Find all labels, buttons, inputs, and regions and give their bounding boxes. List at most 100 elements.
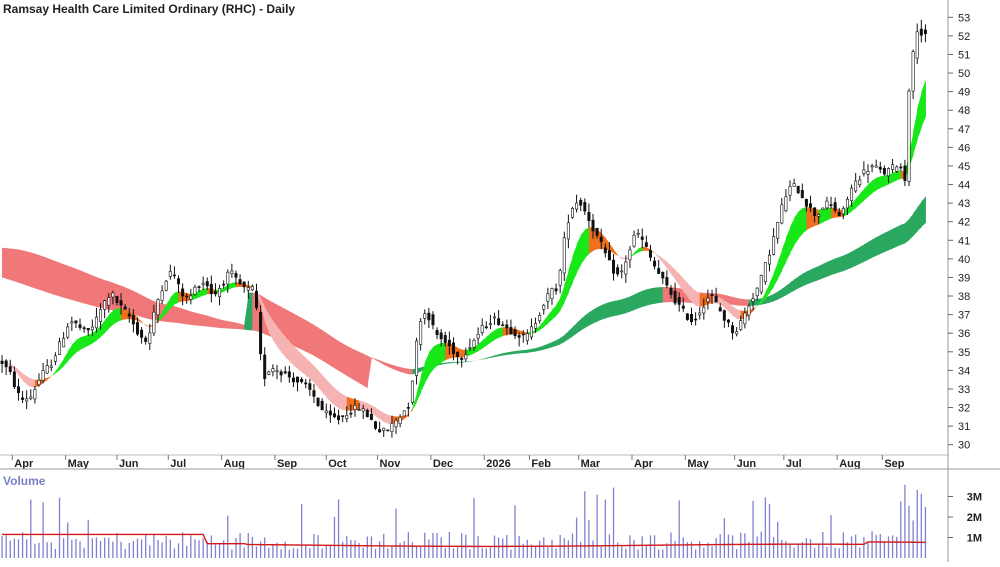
long-band-segment [510, 351, 516, 355]
candle-body [296, 376, 300, 383]
short-band-segment [84, 334, 89, 348]
candle-body [172, 274, 176, 277]
short-band-segment [334, 388, 340, 409]
long-band-segment [313, 324, 319, 359]
short-band-segment [683, 278, 688, 298]
candle-body [213, 291, 217, 295]
long-band-segment [334, 338, 340, 371]
candle-body [718, 307, 722, 312]
candle-body [669, 288, 673, 295]
candle-body [874, 165, 878, 168]
candle-body [259, 311, 263, 355]
long-band-segment [59, 262, 65, 298]
candle-body [661, 272, 665, 279]
candle [763, 262, 767, 285]
candle-body [698, 312, 702, 316]
candle [636, 228, 640, 239]
long-band-segment [494, 354, 500, 357]
candle [62, 332, 66, 348]
price-tick-label: 34 [958, 365, 970, 377]
x-tick-label: Sep [277, 458, 297, 470]
price-tick-label: 36 [958, 328, 970, 340]
candle-body [193, 286, 197, 295]
short-band-segment [47, 375, 52, 380]
short-band-segment [634, 248, 639, 255]
candle-body [665, 277, 669, 286]
short-band-segment [568, 256, 573, 293]
volume-tick-label: 3M [967, 492, 982, 504]
candle [349, 404, 353, 418]
candle-body [58, 341, 62, 355]
candle-body [509, 327, 513, 335]
candle [743, 307, 747, 329]
candle [821, 207, 825, 211]
long-band-segment [740, 298, 746, 306]
candle [886, 167, 890, 183]
long-band-segment [876, 234, 881, 256]
short-band-segment [695, 291, 701, 307]
candle-body [119, 300, 123, 306]
long-band-segment [880, 232, 885, 254]
candle [702, 298, 706, 320]
candle-body [341, 415, 345, 417]
candle [12, 366, 16, 389]
candle [460, 356, 464, 368]
long-band-segment [543, 343, 549, 350]
short-band-segment [872, 177, 877, 194]
short-band-segment [424, 352, 430, 384]
candle-body [878, 166, 882, 170]
candle [653, 256, 657, 270]
candle-body [316, 397, 320, 406]
candle [332, 407, 336, 419]
long-band-segment [379, 360, 385, 365]
candle [591, 213, 595, 239]
candle-body [562, 237, 566, 274]
long-band-segment [121, 285, 126, 314]
candle [53, 352, 57, 366]
long-band-segment [584, 312, 590, 328]
long-band-segment [133, 290, 138, 317]
long-band-segment [367, 355, 372, 389]
long-band-segment [285, 309, 290, 345]
candle [833, 197, 837, 213]
candle [230, 263, 234, 278]
candle [275, 364, 279, 380]
candle [86, 328, 90, 337]
long-band-segment [728, 295, 734, 305]
short-band-segment [445, 342, 450, 361]
candle-body [800, 190, 804, 199]
long-band-segment [822, 261, 828, 279]
long-band-segment [629, 294, 635, 312]
candle-body [439, 332, 443, 340]
candle-body [349, 412, 353, 415]
candle [620, 264, 624, 279]
candle [254, 283, 258, 311]
short-band-segment [781, 237, 787, 271]
candle-body [53, 355, 57, 362]
long-band-segment [638, 290, 643, 309]
candle-body [886, 168, 890, 177]
candle-body [41, 370, 45, 381]
short-band-segment [408, 407, 413, 416]
candle-body [575, 202, 579, 210]
candle [542, 303, 546, 315]
long-band-segment [913, 207, 918, 236]
short-band-segment [428, 346, 434, 376]
long-band-segment [523, 349, 528, 354]
candle [152, 304, 156, 337]
long-band-segment [560, 334, 565, 345]
short-band-segment [375, 407, 381, 420]
long-band-segment [338, 341, 344, 374]
candle-body [583, 202, 587, 212]
candle [283, 366, 287, 375]
short-band-segment [662, 258, 668, 269]
candle [127, 307, 131, 323]
volume-average-line [2, 533, 926, 548]
long-band-segment [211, 316, 216, 328]
candle [480, 318, 484, 336]
candle [386, 429, 390, 432]
price-tick-label: 43 [958, 198, 970, 210]
candle-body [218, 288, 222, 297]
short-band-segment [753, 305, 758, 311]
